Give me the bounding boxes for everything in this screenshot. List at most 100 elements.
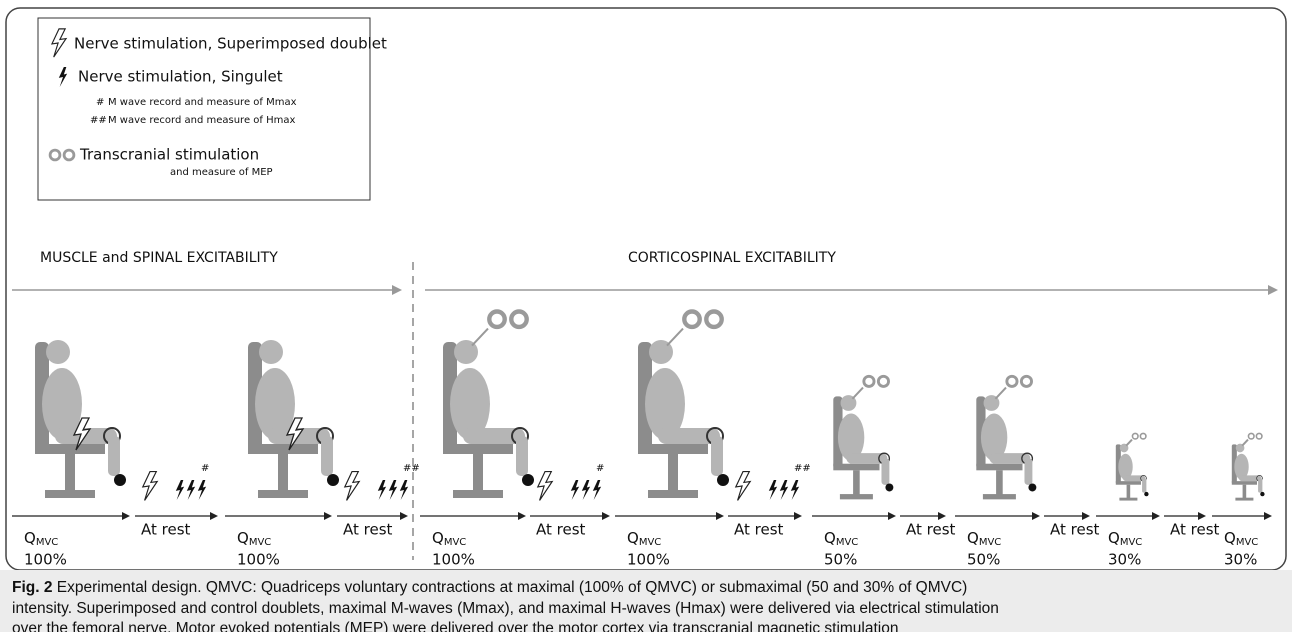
q-label: QMVC	[824, 529, 858, 549]
tms-coil	[684, 312, 721, 327]
q-label: QMVC	[1108, 529, 1142, 549]
q: Q	[627, 529, 639, 547]
doublet	[735, 470, 751, 502]
coil-link	[666, 327, 684, 347]
stim-mark: #	[596, 463, 604, 474]
doublet	[344, 470, 360, 502]
subject	[975, 394, 1038, 501]
rest-label: At rest	[141, 521, 191, 539]
rest-label: At rest	[734, 521, 784, 539]
singulet	[581, 480, 591, 500]
q-sub: MVC	[36, 537, 58, 548]
coil-link	[994, 386, 1007, 400]
legend-text: #	[96, 97, 104, 108]
arrowhead	[716, 512, 724, 520]
rest-label: At rest	[1050, 521, 1100, 539]
singulet	[768, 480, 778, 500]
stim-mark: #	[201, 463, 209, 474]
arrowhead	[210, 512, 218, 520]
q: Q	[237, 529, 249, 547]
pct-label: 100%	[432, 551, 475, 569]
subject	[832, 394, 895, 501]
singulet	[186, 480, 196, 500]
caption: Fig. 2 Experimental design. QMVC: Quadri…	[12, 579, 967, 596]
subject	[34, 339, 127, 499]
q: Q	[1224, 529, 1236, 547]
pct-label: 50%	[824, 551, 857, 569]
singulet	[399, 480, 409, 500]
subject	[1115, 443, 1149, 501]
legend: Nerve stimulation, Superimposed doublet …	[37, 17, 387, 201]
legend-text: M wave record and measure of Mmax	[108, 97, 297, 108]
singulet	[779, 480, 789, 500]
singulet	[377, 480, 387, 500]
q-sub: MVC	[836, 537, 858, 548]
q-sub: MVC	[444, 537, 466, 548]
arrowhead	[518, 512, 526, 520]
arrowhead	[1082, 512, 1090, 520]
q: Q	[1108, 529, 1120, 547]
pct-label: 50%	[967, 551, 1000, 569]
doublet	[142, 470, 158, 502]
q: Q	[24, 529, 36, 547]
arrowhead	[122, 512, 130, 520]
subject	[247, 339, 340, 499]
arrowhead	[324, 512, 332, 520]
doublet	[537, 470, 553, 502]
tms-coil	[1131, 432, 1147, 440]
subject	[1231, 443, 1265, 501]
singulet	[197, 480, 207, 500]
singulet	[570, 480, 580, 500]
tms-coil	[862, 374, 890, 388]
arrowhead	[938, 512, 946, 520]
q-label: QMVC	[627, 529, 661, 549]
caption-line: over the femoral nerve. Motor evoked pot…	[12, 620, 898, 632]
legend-text: M wave record and measure of Hmax	[108, 115, 295, 126]
legend-text: ##	[90, 115, 107, 126]
pct-label: 100%	[237, 551, 280, 569]
pct-label: 30%	[1108, 551, 1141, 569]
stim-mark: ##	[403, 463, 420, 474]
rest-label: At rest	[906, 521, 956, 539]
q-sub: MVC	[639, 537, 661, 548]
legend-text: and measure of MEP	[170, 167, 273, 178]
q-label: QMVC	[24, 529, 58, 549]
coil-link	[471, 327, 489, 347]
q-label: QMVC	[237, 529, 271, 549]
rest-label: At rest	[343, 521, 393, 539]
legend-text: Nerve stimulation, Superimposed doublet	[74, 35, 387, 53]
q-sub: MVC	[249, 537, 271, 548]
subject	[637, 339, 730, 499]
q-sub: MVC	[1120, 537, 1142, 548]
tms-coil	[489, 312, 526, 327]
q-label: QMVC	[1224, 529, 1258, 549]
singulet	[388, 480, 398, 500]
q: Q	[967, 529, 979, 547]
tms-coil	[1247, 432, 1263, 440]
subject	[442, 339, 535, 499]
arrowhead	[1032, 512, 1040, 520]
section-label: MUSCLE and SPINAL EXCITABILITY	[40, 250, 278, 266]
caption-label: Fig. 2	[12, 579, 52, 596]
arrowhead	[794, 512, 802, 520]
legend-box	[37, 17, 371, 201]
arrowhead	[1152, 512, 1160, 520]
pct-label: 100%	[627, 551, 670, 569]
singulet	[175, 480, 185, 500]
q-label: QMVC	[967, 529, 1001, 549]
arrowhead	[602, 512, 610, 520]
caption-line: Experimental design. QMVC: Quadriceps vo…	[57, 579, 968, 596]
caption-bg	[0, 570, 1292, 632]
coil-link	[851, 386, 864, 400]
singulet	[592, 480, 602, 500]
arrowhead	[392, 285, 402, 295]
q-sub: MVC	[1236, 537, 1258, 548]
q-sub: MVC	[979, 537, 1001, 548]
rest-label: At rest	[1170, 521, 1220, 539]
arrowhead	[1264, 512, 1272, 520]
legend-text: Nerve stimulation, Singulet	[78, 68, 283, 86]
arrowhead	[888, 512, 896, 520]
singulet	[790, 480, 800, 500]
